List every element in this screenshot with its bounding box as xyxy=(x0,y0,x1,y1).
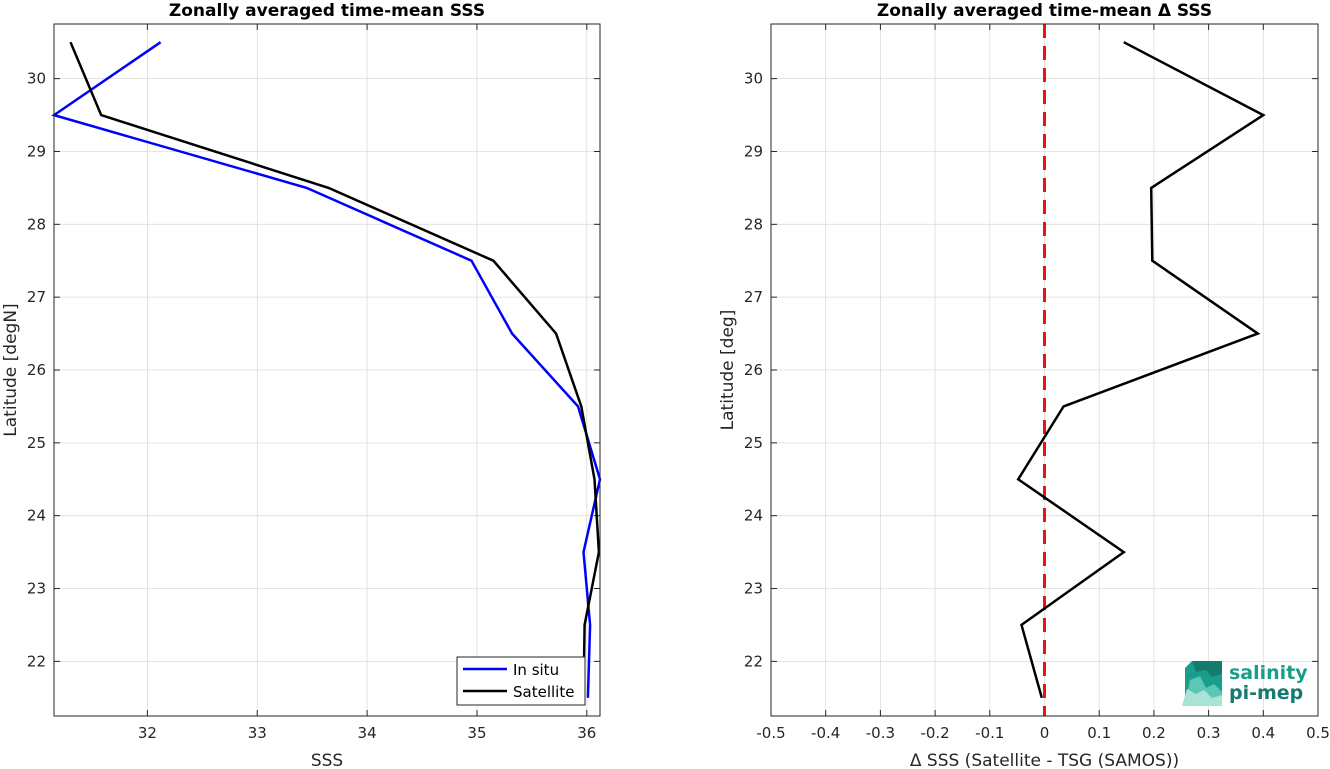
right-x-tick-label-0-4: 0.4 xyxy=(1251,724,1275,742)
left-y-tick-label-24: 24 xyxy=(27,507,46,525)
left-y-tick-label-23: 23 xyxy=(27,580,46,598)
chart-legend: In situ Satellite xyxy=(456,656,586,706)
right-y-tick-label-30: 30 xyxy=(744,70,763,88)
salinity-pi-mep-logo: salinity pi-mep xyxy=(1182,661,1308,706)
right-x-tick-label-0-5: 0.5 xyxy=(1306,724,1330,742)
left-x-axis-label: SSS xyxy=(311,751,343,769)
right-y-tick-label-22: 22 xyxy=(744,652,763,670)
right-x-tick-label-0-4: -0.4 xyxy=(811,724,840,742)
right-y-tick-label-23: 23 xyxy=(744,580,763,598)
left-x-tick-label-35: 35 xyxy=(467,724,486,742)
right-y-tick-label-29: 29 xyxy=(744,142,763,160)
left-x-tick-label-33: 33 xyxy=(248,724,267,742)
left-x-tick-label-36: 36 xyxy=(577,724,596,742)
right-chart-title: Zonally averaged time-mean Δ SSS xyxy=(877,1,1212,21)
left-y-tick-label-28: 28 xyxy=(27,215,46,233)
right-x-tick-label-0-5: -0.5 xyxy=(756,724,785,742)
right-y-tick-label-28: 28 xyxy=(744,215,763,233)
right-y-tick-label-24: 24 xyxy=(744,507,763,525)
left-series-line-in-situ xyxy=(51,41,602,698)
right-x-tick-label-0-3: -0.3 xyxy=(866,724,895,742)
right-x-tick-label-0-1: -0.1 xyxy=(975,724,1004,742)
right-y-axis-label: Latitude [deg] xyxy=(718,310,738,431)
legend-box xyxy=(456,656,586,706)
right-x-tick-label-0-3: 0.3 xyxy=(1197,724,1221,742)
right-series-line-series-0 xyxy=(1016,41,1266,699)
logo-text-salinity: salinity xyxy=(1229,662,1308,684)
right-x-tick-label-0-2: -0.2 xyxy=(920,724,949,742)
left-x-tick-label-34: 34 xyxy=(358,724,377,742)
left-y-axis-label: Latitude [degN] xyxy=(1,303,21,436)
legend-label-satellite: Satellite xyxy=(513,683,574,701)
right-x-axis-label: Δ SSS (Satellite - TSG (SAMOS)) xyxy=(910,751,1179,769)
left-series-line-satellite xyxy=(69,41,601,698)
left-y-tick-label-26: 26 xyxy=(27,361,46,379)
left-y-tick-label-27: 27 xyxy=(27,288,46,306)
left-x-tick-label-32: 32 xyxy=(138,724,157,742)
left-y-tick-label-30: 30 xyxy=(27,70,46,88)
right-panel-delta-sss-profile: -0.5 -0.4 -0.3 -0.2 -0.1 0 0.1 0.2 0.3 0.4 0.5 22 23… xyxy=(718,1,1330,769)
left-chart-title: Zonally averaged time-mean SSS xyxy=(169,1,485,21)
right-axes-box xyxy=(770,23,1319,717)
left-y-tick-label-25: 25 xyxy=(27,434,46,452)
logo-mark-icon xyxy=(1182,661,1222,706)
legend-label-in-situ: In situ xyxy=(513,661,559,679)
left-y-tick-label-29: 29 xyxy=(27,142,46,160)
left-panel-sss-profile: 32 33 34 35 36 22 23 24 25 26 27 28 29 30 Zonally aver… xyxy=(1,1,602,769)
right-y-tick-label-25: 25 xyxy=(744,434,763,452)
right-y-tick-label-27: 27 xyxy=(744,288,763,306)
right-x-tick-label-0-2: 0.2 xyxy=(1142,724,1166,742)
right-y-tick-label-26: 26 xyxy=(744,361,763,379)
right-x-tick-label-0: 0 xyxy=(1040,724,1050,742)
logo-text-pi-mep: pi-mep xyxy=(1229,682,1303,704)
right-x-tick-label-0-1: 0.1 xyxy=(1087,724,1111,742)
left-y-tick-label-22: 22 xyxy=(27,652,46,670)
left-axes-box xyxy=(53,23,601,717)
